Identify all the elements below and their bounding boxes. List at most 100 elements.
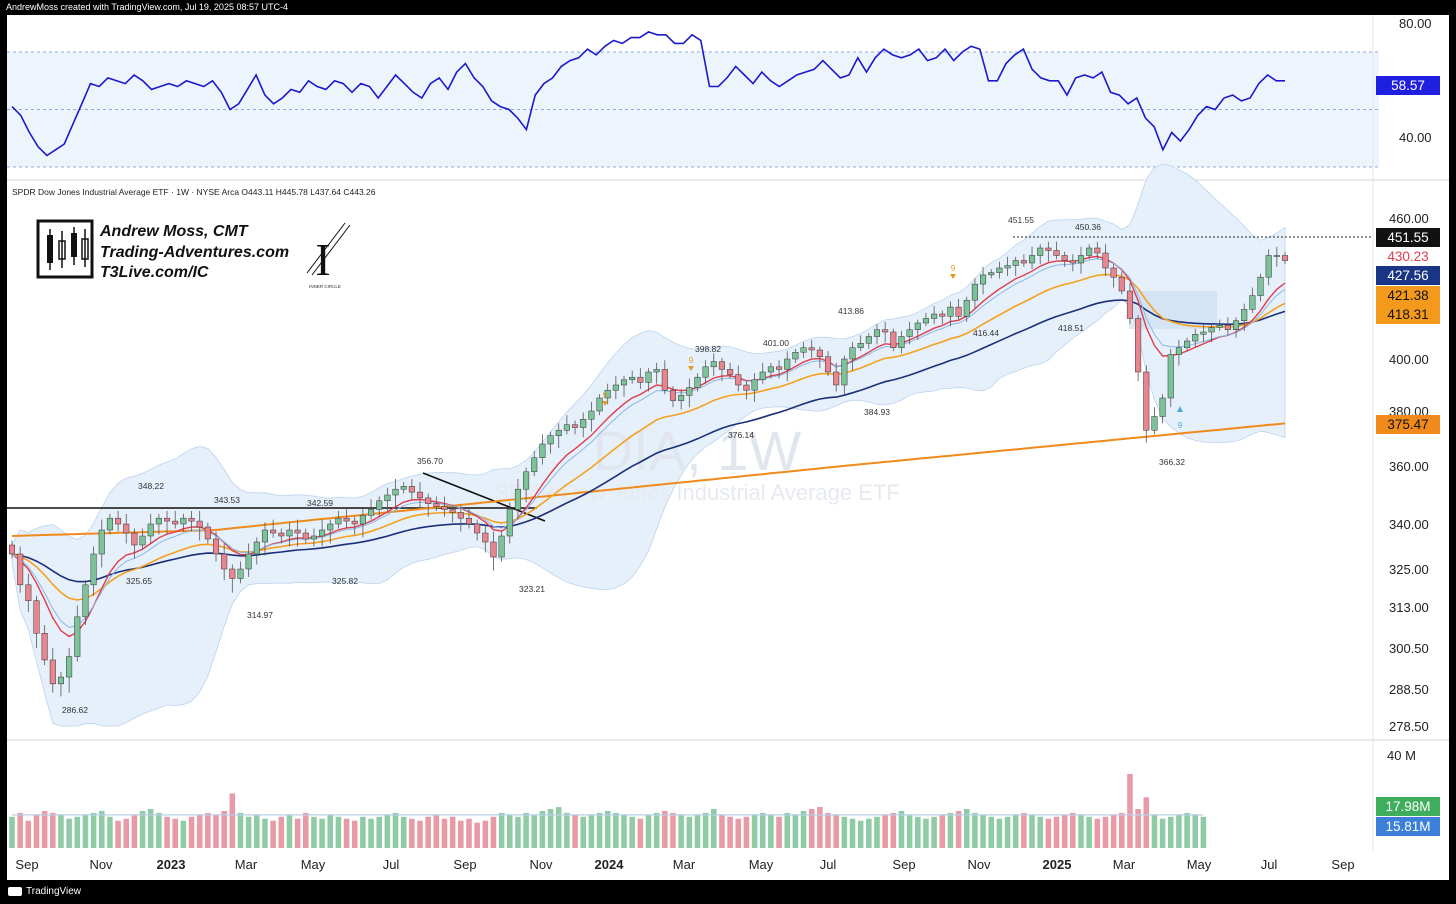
volume-bar xyxy=(196,814,203,848)
candle-body xyxy=(245,553,252,570)
price-annotation: 451.55 xyxy=(1008,215,1034,225)
candle-body xyxy=(278,532,285,537)
volume-bar xyxy=(50,812,56,848)
candle-body xyxy=(123,523,130,534)
candle-body xyxy=(1233,320,1240,330)
time-tick-label: 2024 xyxy=(595,857,625,872)
volume-bar xyxy=(1094,818,1101,848)
volume-bar xyxy=(808,809,815,848)
rsi-tick-label: 80.00 xyxy=(1399,16,1432,31)
volume-bar xyxy=(449,816,456,848)
price-annotation: 343.53 xyxy=(214,495,240,505)
candle-body xyxy=(1012,260,1019,266)
volume-bar xyxy=(1029,814,1035,848)
volume-bar xyxy=(115,820,121,848)
candle-body xyxy=(90,553,97,586)
volume-bar xyxy=(172,818,178,848)
volume-bar xyxy=(866,818,872,848)
volume-bar xyxy=(637,818,644,848)
time-tick-label: Jul xyxy=(383,857,400,872)
volume-bar xyxy=(1135,809,1141,848)
candle-body xyxy=(1004,265,1011,269)
volume-bar xyxy=(376,816,382,848)
candles xyxy=(8,241,1289,697)
candle-body xyxy=(392,488,399,496)
volume-bar xyxy=(678,814,684,848)
brand-ic: T3Live.com/IC xyxy=(100,264,209,281)
ema-red-tag: 430.23 xyxy=(1387,249,1428,264)
time-tick-label: Jul xyxy=(1261,857,1278,872)
volume-bar xyxy=(980,814,986,848)
inner-circle-logo-text: INNER CIRCLE xyxy=(309,284,341,289)
branding: Andrew Moss, CMT Trading-Adventures.com … xyxy=(36,219,351,289)
candle-body xyxy=(1126,290,1133,319)
volume-tag: 17.98M xyxy=(1385,799,1430,814)
volume-bar xyxy=(441,818,448,848)
candle-body xyxy=(237,568,244,579)
candle-body xyxy=(408,486,415,493)
candle-body xyxy=(131,532,138,546)
volume-bar xyxy=(482,820,489,848)
brand-name: Andrew Moss, CMT xyxy=(99,223,249,240)
volume-bar xyxy=(319,818,325,848)
time-tick-label: 2023 xyxy=(157,857,186,872)
candle-body xyxy=(882,329,889,333)
volume-bar xyxy=(188,816,195,848)
candle-body xyxy=(1224,325,1231,330)
price-annotation: 325.82 xyxy=(332,576,358,586)
price-annotation: 376.14 xyxy=(728,430,754,440)
td-sequential-arrow xyxy=(602,401,608,406)
volume-bar xyxy=(294,818,301,848)
candle-body xyxy=(1151,416,1158,431)
candle-body xyxy=(800,347,807,353)
volume-bar xyxy=(915,816,921,848)
chart-frame[interactable]: DIA, 1W SPDR Dow Jones Industrial Averag… xyxy=(7,15,1449,880)
volume-bar xyxy=(923,818,929,848)
candle-body xyxy=(588,410,595,420)
candle-body xyxy=(735,374,742,386)
time-tick-label: Sep xyxy=(1331,857,1354,872)
td-sequential-marker: 9 xyxy=(951,264,956,273)
candle-body xyxy=(172,520,179,525)
volume-bar xyxy=(139,810,146,848)
ema-red-tag-bg xyxy=(1376,247,1440,266)
price-tick-label: 360.00 xyxy=(1389,459,1429,474)
brand-logo-box xyxy=(36,219,94,279)
candle-body xyxy=(115,517,122,525)
candle-body xyxy=(457,512,464,519)
candle-body xyxy=(212,538,220,555)
candle-body xyxy=(555,430,562,436)
volume-bar xyxy=(890,812,897,848)
credit-line: AndrewMoss created with TradingView.com,… xyxy=(6,2,288,12)
volume-bar xyxy=(1200,816,1207,848)
candle-body xyxy=(1175,347,1182,355)
chart-svg[interactable]: DIA, 1W SPDR Dow Jones Industrial Averag… xyxy=(7,15,1449,880)
volume-ma-tag-bg xyxy=(1376,817,1440,836)
price-tags: 58.57 451.55 430.23 427.56 421.38 418.31 375.4… xyxy=(1376,76,1440,836)
candle-body xyxy=(825,356,832,373)
time-tick-label: 2025 xyxy=(1043,857,1072,872)
volume-bar xyxy=(98,810,105,848)
volume-bar xyxy=(1086,816,1092,848)
candle-body xyxy=(784,358,791,370)
volume-bar xyxy=(686,816,693,848)
price-annotation: 356.70 xyxy=(417,456,443,466)
candle-body xyxy=(1118,276,1125,292)
volume-bar xyxy=(392,812,399,848)
candle-body xyxy=(425,497,432,504)
price-annotation: 325.65 xyxy=(126,576,152,586)
candle-body xyxy=(963,299,970,317)
candle-body xyxy=(41,632,48,661)
candle-body xyxy=(645,371,652,383)
volume-bar xyxy=(270,820,276,848)
candle-body xyxy=(327,523,334,531)
candle-body xyxy=(759,371,766,381)
candle-body xyxy=(66,656,73,678)
volume-bar xyxy=(466,818,472,848)
candle-body xyxy=(155,517,162,525)
volume-bar xyxy=(1004,816,1011,848)
candle-body xyxy=(57,676,64,685)
time-tick-label: Nov xyxy=(529,857,553,872)
price-annotation: 314.97 xyxy=(247,610,273,620)
candle-body xyxy=(1135,318,1142,373)
